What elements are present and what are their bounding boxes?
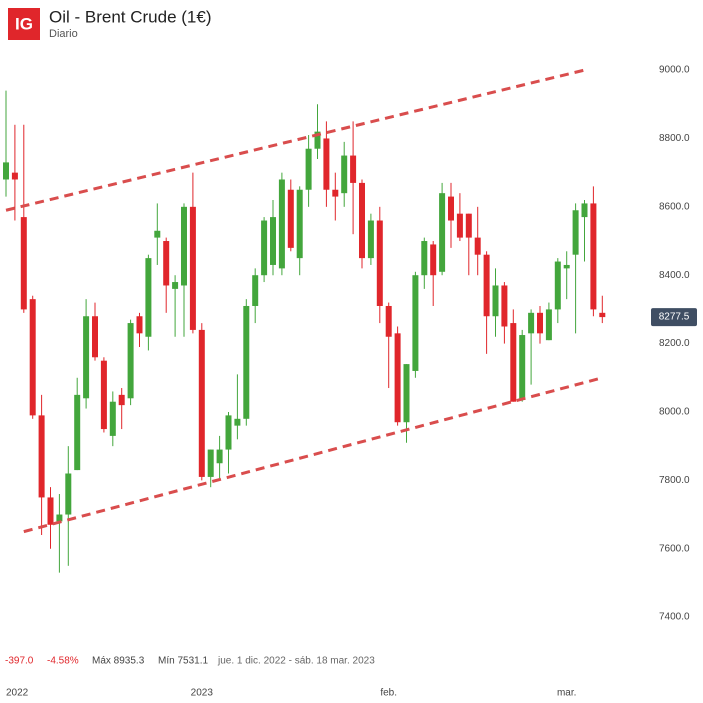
y-tick-label: 8200.0 [659,338,690,349]
candle-body [56,514,63,522]
candle-body [270,217,276,265]
x-tick-label: feb. [380,688,397,699]
candle-body [412,275,419,371]
candle-body [163,241,170,286]
candle-body [145,258,152,337]
candle-body [20,217,27,310]
change: -397.0 [5,656,34,667]
candle-body [501,285,508,327]
candle-body [332,189,339,197]
candle-body [243,305,250,419]
min: Mín 7531.1 [158,656,208,667]
logo-box [8,8,40,40]
trend-line [23,376,603,534]
candle-body [38,415,45,498]
candle-body [234,418,241,426]
date-range: jue. 1 dic. 2022 - sáb. 18 mar. 2023 [217,656,375,667]
candle-body [403,364,410,423]
trend-line [5,68,585,212]
candle-body [448,196,454,221]
candle-body [394,333,401,423]
candle-body [510,323,517,402]
candle-body [528,312,535,334]
candle-body [581,203,588,218]
candle-body [3,162,9,180]
candle-body [367,220,374,259]
candle-body [92,316,98,358]
last-price-box [651,308,697,327]
candle-body [109,401,116,436]
candle-body [261,220,268,276]
candle-body [83,316,90,399]
candle-body [100,360,107,430]
candle-body [154,230,161,238]
candle-body [252,275,259,306]
y-tick-label: 8400.0 [659,270,690,281]
change-pct: -4.58% [47,656,79,667]
candle-body [430,244,437,276]
x-tick-label: 2023 [191,688,214,699]
candle-body [563,264,570,269]
candle-body [29,299,36,416]
chart-title: Oil - Brent Crude (1€) [49,7,212,26]
candle-body [545,309,552,341]
candle-body [181,206,187,286]
candle-body [359,182,365,259]
candle-body [456,213,463,238]
candle-body [519,335,526,400]
candle-body [136,316,143,334]
candle-body [118,394,125,406]
max: Máx 8935.3 [92,656,145,667]
candle-body [74,394,81,471]
candle-body [323,138,330,190]
candle-body [537,312,543,334]
y-tick-label: 7800.0 [659,475,690,486]
candle-body [11,172,18,180]
candle-body [127,323,134,399]
candle-body [207,449,214,477]
candle-body [172,282,179,289]
candle-body [421,241,428,276]
candle-body [225,415,232,450]
candle-body [554,261,561,310]
candle-body [47,497,54,525]
y-tick-label: 7600.0 [659,543,690,554]
candle-body [599,312,606,318]
candle-body [296,189,303,259]
candle-body [287,189,294,248]
candle-body [385,305,392,337]
chart-subtitle: Diario [49,28,78,40]
y-tick-label: 8600.0 [659,201,690,212]
candle-body [483,254,490,317]
y-tick-label: 7400.0 [659,612,690,623]
y-tick-label: 8800.0 [659,133,690,144]
x-tick-label: 2022 [6,688,29,699]
candle-body [350,155,357,183]
candle-body [590,203,597,310]
candle-body [572,210,579,255]
y-tick-label: 8000.0 [659,407,690,418]
candle-body [189,206,196,330]
logo: IG [15,14,33,33]
candle-body [492,285,499,317]
candle-body [65,473,72,515]
candle-body [474,237,481,255]
candle-body [314,131,321,149]
last-price: 8277.5 [659,312,690,323]
y-tick-label: 9000.0 [659,65,690,76]
x-tick-label: mar. [557,688,576,699]
candle-body [341,155,348,194]
candle-body [198,329,205,477]
candle-body [376,220,383,306]
candle-body [278,179,285,269]
candle-body [305,148,312,190]
candle-body [465,213,472,238]
candle-body [439,193,446,272]
candle-body [216,449,223,464]
